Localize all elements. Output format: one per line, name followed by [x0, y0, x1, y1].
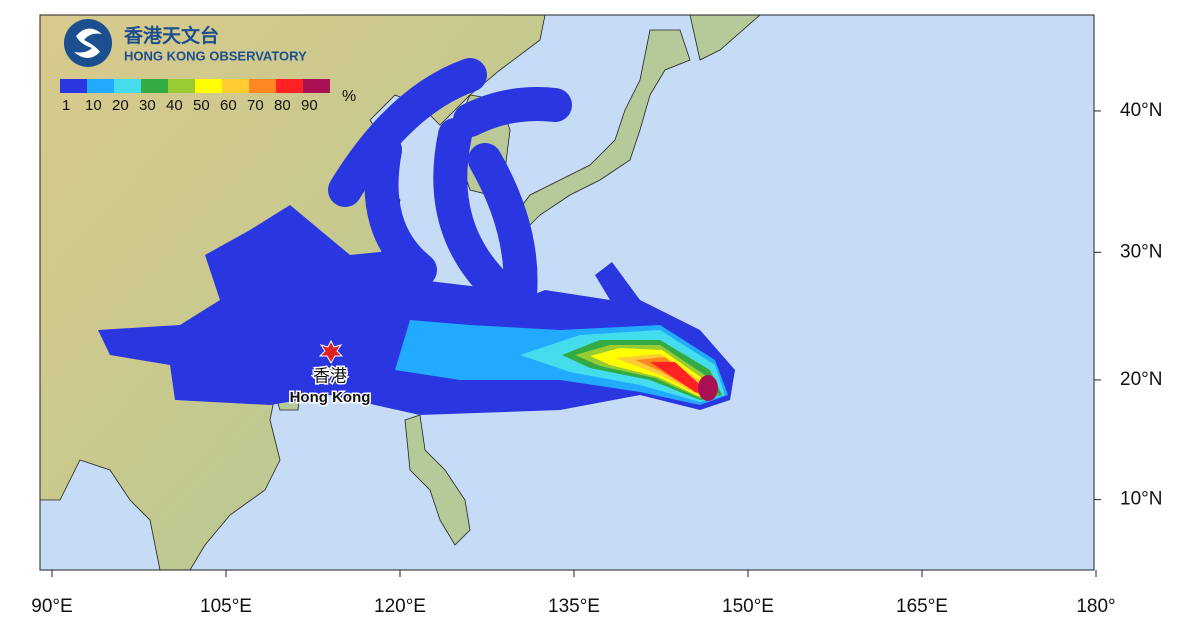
legend-swatch — [141, 79, 168, 93]
y-tick-label: 40°N — [1120, 100, 1162, 121]
legend-swatch — [114, 79, 141, 93]
map-area: 香港 香港 Hong Kong Hong Kong — [40, 15, 1094, 570]
prob-1-arc — [364, 133, 437, 287]
hong-kong-marker — [318, 339, 344, 365]
x-tick-label: 105°E — [200, 596, 252, 617]
legend-swatch — [222, 79, 249, 93]
legend-swatch — [168, 79, 195, 93]
legend-label: 20 — [112, 97, 129, 114]
legend-label: 10 — [85, 97, 102, 114]
legend: % 1 10 20 30 40 50 60 70 80 90 — [60, 79, 356, 114]
place-name-zh: 香港 — [313, 366, 347, 385]
prob-80 — [650, 362, 707, 396]
prob-90 — [698, 375, 718, 401]
legend-label: 50 — [193, 97, 210, 114]
x-tick-label: 135°E — [548, 596, 600, 617]
land-sakhalin — [689, 15, 761, 61]
prob-1-arc — [453, 87, 572, 137]
legend-swatch — [87, 79, 114, 93]
y-tick-label: 10°N — [1120, 489, 1162, 510]
x-tick-label: 180° — [1076, 596, 1115, 617]
prob-1-arc — [468, 143, 538, 312]
logo-title-zh: 香港天文台 — [123, 24, 219, 47]
legend-label: 60 — [220, 97, 237, 114]
prob-1-arc — [328, 58, 487, 207]
legend-swatch — [195, 79, 222, 93]
map-frame — [39, 14, 1095, 571]
legend-label: 1 — [62, 97, 70, 114]
y-tick-label: 20°N — [1120, 369, 1162, 390]
place-name-en-halo: Hong Kong — [290, 389, 371, 406]
x-tick-label: 150°E — [722, 596, 774, 617]
legend-unit: % — [342, 88, 356, 105]
logo: 香港天文台 HONG KONG OBSERVATORY — [64, 19, 307, 67]
legend-label: 30 — [139, 97, 156, 114]
place-name-en: Hong Kong — [290, 389, 371, 406]
legend-label: 80 — [274, 97, 291, 114]
place-name-zh-halo: 香港 — [313, 366, 347, 385]
y-tick-label: 30°N — [1120, 241, 1162, 262]
x-tick-label: 90°E — [31, 596, 72, 617]
prob-1-arc — [433, 118, 517, 307]
probability-swath — [98, 58, 735, 415]
land-philippines — [404, 414, 471, 546]
legend-label: 40 — [166, 97, 183, 114]
land-japan — [514, 29, 691, 236]
legend-label: 70 — [247, 97, 264, 114]
x-tick-label: 120°E — [374, 596, 426, 617]
legend-swatch — [303, 79, 330, 93]
logo-title-en: HONG KONG OBSERVATORY — [124, 48, 307, 63]
legend-label: 90 — [301, 97, 318, 114]
legend-swatch — [276, 79, 303, 93]
x-tick-label: 165°E — [896, 596, 948, 617]
logo-swirl — [74, 28, 102, 58]
legend-swatch — [60, 79, 87, 93]
legend-swatch — [249, 79, 276, 93]
